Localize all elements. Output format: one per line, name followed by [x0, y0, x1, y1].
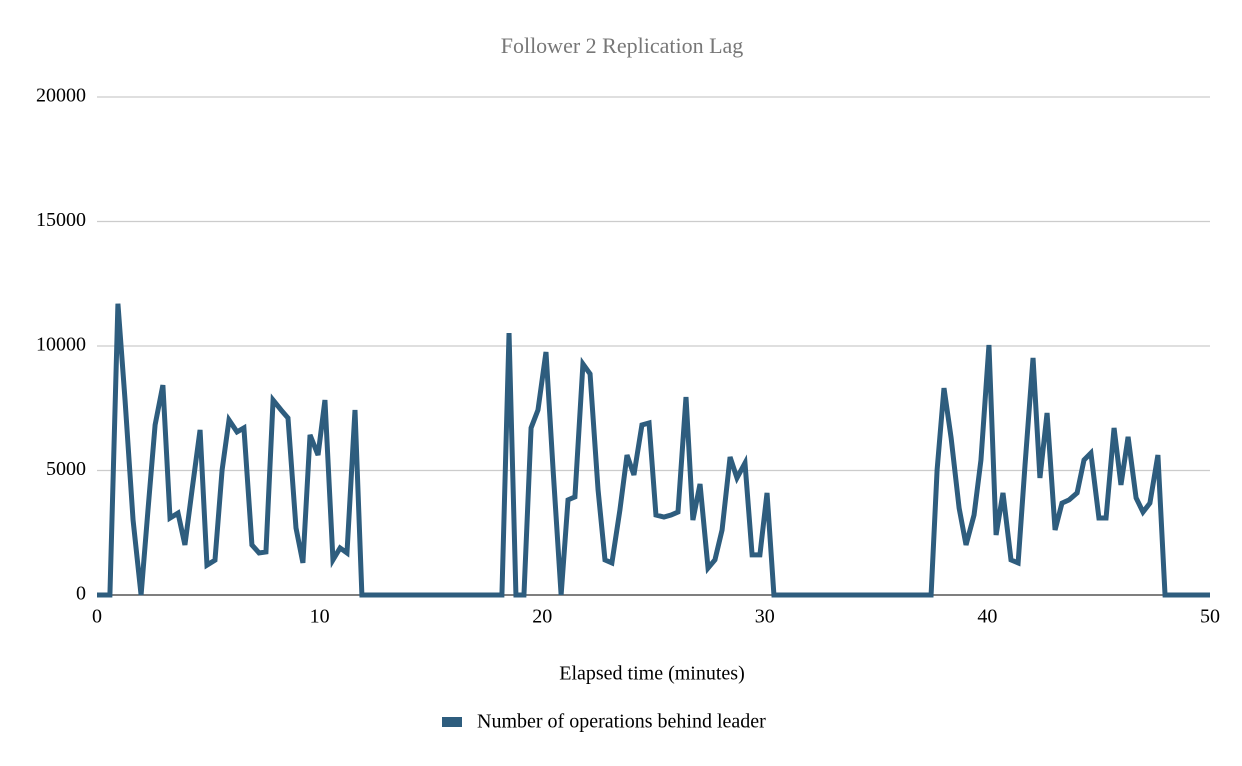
y-tick-label: 20000: [36, 85, 86, 107]
legend-label: Number of operations behind leader: [477, 711, 766, 733]
data-line: [97, 303, 1210, 598]
x-tick-label: 50: [1200, 606, 1220, 628]
y-tick-label: 5000: [46, 458, 86, 480]
y-tick-label: 10000: [36, 334, 86, 356]
x-tick-label: 10: [310, 606, 330, 628]
x-tick-label: 40: [977, 606, 997, 628]
y-tick-label: 0: [76, 583, 86, 605]
x-axis-label: Elapsed time (minutes): [559, 663, 745, 685]
x-tick-label: 0: [92, 606, 102, 628]
legend-swatch: [442, 717, 462, 727]
x-tick-label: 20: [532, 606, 552, 628]
x-tick-label: 30: [755, 606, 775, 628]
chart-title: Follower 2 Replication Lag: [501, 33, 744, 58]
y-tick-label: 15000: [36, 209, 86, 231]
